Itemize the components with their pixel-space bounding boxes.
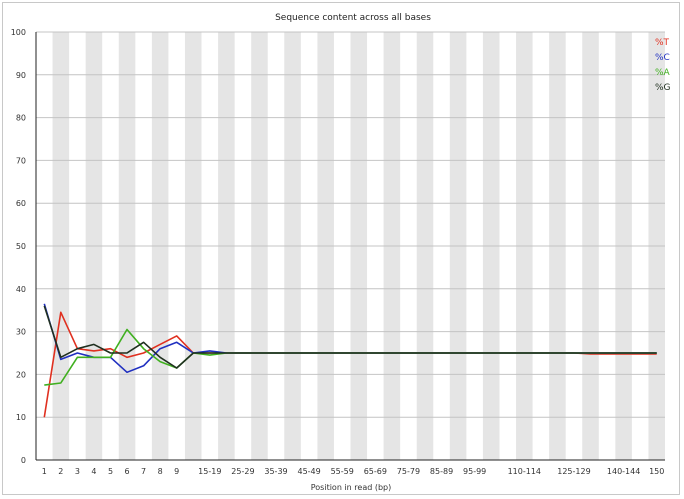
x-tick-label: 15-19: [198, 467, 221, 476]
y-tick-label: 80: [16, 114, 26, 123]
series-line-pct-g: [43, 305, 657, 369]
legend-entry: %G: [655, 83, 671, 93]
x-tick-label: 4: [91, 467, 96, 476]
legend-entry: %C: [655, 53, 670, 63]
x-tick-label: 55-59: [331, 467, 354, 476]
y-tick-label: 50: [16, 242, 26, 251]
chart-frame: 0 10 20 30 40 50 60 70 80 90 100 1 2 3 4 5 6 7 8 9 15-19 25-…: [2, 2, 680, 495]
x-tick-label: 125-129: [557, 467, 590, 476]
axes: [35, 32, 665, 461]
sequence-content-chart: 0 10 20 30 40 50 60 70 80 90 100 1 2 3 4 5 6 7 8 9 15-19 25-…: [11, 13, 671, 492]
y-tick-label: 20: [16, 370, 26, 379]
x-tick-label: 140-144: [607, 467, 640, 476]
x-tick-label: 150: [649, 467, 664, 476]
y-tick-label: 100: [11, 28, 26, 37]
legend: %T %C %A %G: [655, 38, 671, 93]
y-tick-label: 10: [16, 413, 26, 422]
x-tick-label: 110-114: [508, 467, 541, 476]
x-tick-label: 5: [108, 467, 113, 476]
horizontal-gridlines: [36, 31, 665, 418]
x-tick-label: 85-89: [430, 467, 453, 476]
x-tick-label: 6: [124, 467, 129, 476]
legend-entry: %T: [655, 38, 670, 48]
x-tick-label: 8: [158, 467, 163, 476]
x-tick-labels: 1 2 3 4 5 6 7 8 9 15-19 25-29 35-39 45-49 55-59 65-69 7…: [42, 467, 665, 476]
y-tick-label: 40: [16, 285, 26, 294]
y-tick-label: 70: [16, 156, 26, 165]
x-tick-label: 9: [174, 467, 179, 476]
y-tick-label: 60: [16, 199, 26, 208]
y-tick-label: 90: [16, 71, 26, 80]
x-tick-label: 3: [75, 467, 80, 476]
x-tick-label: 45-49: [297, 467, 320, 476]
x-tick-label: 35-39: [264, 467, 287, 476]
y-tick-label: 30: [16, 328, 26, 337]
x-tick-label: 75-79: [397, 467, 420, 476]
x-axis-label: Position in read (bp): [311, 483, 391, 492]
x-tick-label: 65-69: [364, 467, 387, 476]
y-tick-labels: 0 10 20 30 40 50 60 70 80 90 100: [11, 28, 26, 465]
x-tick-label: 95-99: [463, 467, 486, 476]
y-tick-label: 0: [21, 456, 26, 465]
series-lines: [43, 303, 657, 418]
x-tick-label: 7: [141, 467, 146, 476]
legend-entry: %A: [655, 68, 671, 78]
x-tick-label: 1: [42, 467, 47, 476]
x-tick-label: 25-29: [231, 467, 254, 476]
chart-title: Sequence content across all bases: [275, 13, 431, 23]
x-tick-label: 2: [58, 467, 63, 476]
